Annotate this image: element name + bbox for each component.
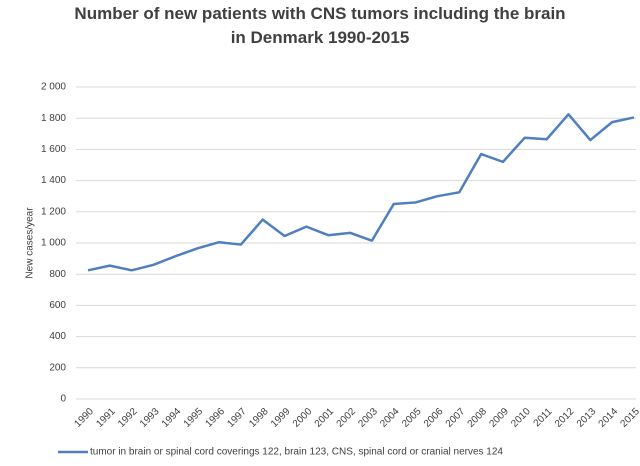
x-tick-label: 1993 xyxy=(138,406,162,430)
x-tick-label: 1995 xyxy=(182,406,206,430)
x-tick-label: 1991 xyxy=(94,406,118,430)
x-tick-label: 1998 xyxy=(247,406,271,430)
x-tick-label: 1990 xyxy=(72,406,96,430)
x-tick-label: 1994 xyxy=(160,406,184,430)
x-tick-label: 2011 xyxy=(532,406,555,429)
x-tick-label: 2009 xyxy=(487,406,511,430)
x-tick-label: 2006 xyxy=(422,406,446,430)
x-tick-label: 2000 xyxy=(291,406,315,430)
x-tick-label: 2005 xyxy=(400,406,424,430)
y-axis-label: New cases/year xyxy=(25,207,36,279)
y-tick-label: 600 xyxy=(49,300,66,311)
y-tick-label: 1 600 xyxy=(41,144,66,155)
x-tick-label: 1996 xyxy=(204,406,228,430)
y-tick-label: 0 xyxy=(60,394,66,405)
y-tick-label: 800 xyxy=(49,269,66,280)
data-line xyxy=(87,113,635,272)
y-tick-label: 1 400 xyxy=(41,175,66,186)
x-tick-label: 2008 xyxy=(466,406,490,430)
x-tick-label: 2010 xyxy=(509,406,533,430)
chart-title: Number of new patients with CNS tumors i… xyxy=(74,4,566,47)
legend-label: tumor in brain or spinal cord coverings … xyxy=(90,447,503,458)
x-tick-label: 2001 xyxy=(313,406,337,430)
x-tick-label: 2013 xyxy=(575,406,599,430)
x-tick-label: 2015 xyxy=(618,406,640,430)
y-tick-label: 200 xyxy=(49,362,66,373)
y-tick-label: 400 xyxy=(49,331,66,342)
x-tick-label: 2012 xyxy=(553,406,577,430)
x-tick-label: 2014 xyxy=(597,406,621,430)
x-tick-label: 1997 xyxy=(225,406,249,430)
y-tick-label: 1 800 xyxy=(41,113,66,124)
y-tick-label: 2 000 xyxy=(41,82,66,93)
x-tick-label: 2002 xyxy=(335,406,359,430)
x-tick-label: 1992 xyxy=(116,406,140,430)
x-tick-label: 2004 xyxy=(378,406,402,430)
y-tick-label: 1 000 xyxy=(41,238,66,249)
x-tick-label: 2003 xyxy=(356,406,380,430)
x-tick-label: 1999 xyxy=(269,406,293,430)
y-tick-label: 1 200 xyxy=(41,206,66,217)
x-tick-label: 2007 xyxy=(444,406,468,430)
